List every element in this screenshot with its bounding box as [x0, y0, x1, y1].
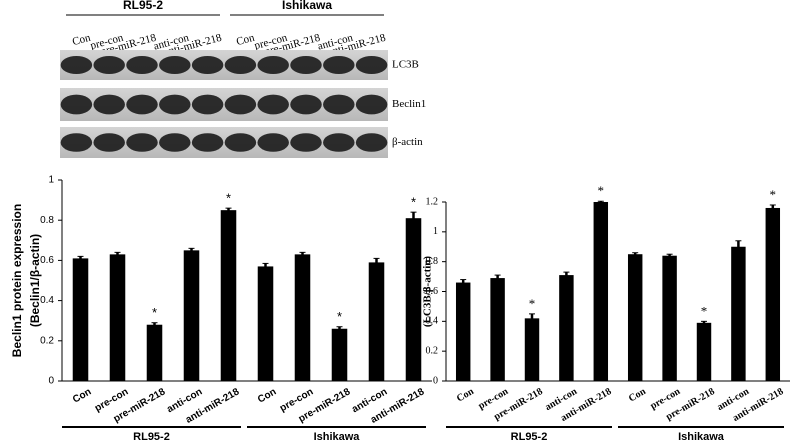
- y-axis-label: LC3B protein expression: [406, 233, 418, 350]
- y-tick-label: 0.2: [426, 345, 439, 356]
- y-tick-label: 0: [433, 375, 438, 386]
- significance-mark: *: [701, 303, 708, 318]
- lane-label: Con: [235, 32, 256, 48]
- blot-band: [257, 56, 289, 74]
- blot-band: [355, 94, 388, 115]
- blot-group-label: RL95-2: [123, 0, 163, 12]
- blot-band: [290, 56, 322, 74]
- bar: [257, 266, 274, 381]
- significance-mark: *: [226, 191, 231, 206]
- group-label: Ishikawa: [678, 431, 725, 443]
- significance-mark: *: [337, 309, 342, 324]
- bar: [662, 255, 677, 381]
- x-tick-label: Con: [455, 386, 476, 405]
- blot-band: [159, 56, 191, 74]
- x-tick-label: Con: [627, 386, 648, 405]
- bar: [109, 254, 126, 381]
- y-tick-label: 0.8: [426, 256, 439, 267]
- y-tick-label: 0.4: [40, 295, 54, 306]
- bar: [765, 207, 781, 381]
- blot-band: [290, 133, 322, 152]
- significance-mark: *: [529, 296, 536, 311]
- blot-row-label: Beclin1: [392, 98, 426, 110]
- blot-band: [126, 133, 158, 152]
- blot-band: [224, 56, 257, 74]
- blot-band: [159, 133, 191, 152]
- group-label: Ishikawa: [314, 431, 361, 443]
- lane-label: Con: [71, 32, 92, 48]
- significance-mark: *: [152, 305, 157, 320]
- blot-band: [126, 56, 158, 74]
- significance-mark: *: [770, 187, 777, 202]
- bar: [331, 328, 348, 381]
- x-tick-label: Con: [256, 386, 278, 405]
- bar: [627, 254, 643, 381]
- blot-band: [60, 56, 93, 74]
- y-tick-label: 0.6: [40, 255, 54, 266]
- blot-band: [257, 133, 289, 152]
- blot-band: [60, 133, 93, 152]
- blot-band: [60, 94, 93, 115]
- blot-band: [126, 94, 158, 115]
- blot-band: [93, 94, 125, 115]
- blot-band: [191, 94, 224, 115]
- blot-band: [323, 56, 355, 74]
- blot-band: [159, 94, 191, 115]
- bar: [490, 278, 505, 381]
- blot-band: [355, 56, 388, 74]
- blot-band: [290, 94, 322, 115]
- bar: [405, 218, 422, 381]
- y-tick-label: 0.6: [426, 286, 439, 297]
- blot-band: [355, 133, 388, 152]
- blot-band: [93, 133, 125, 152]
- bar: [731, 246, 746, 381]
- bar: [559, 275, 574, 381]
- blot-band: [191, 56, 224, 74]
- y-tick-label: 0.2: [40, 335, 54, 346]
- bar: [146, 324, 163, 381]
- blot-group-label: Ishikawa: [282, 0, 332, 12]
- blot-band: [257, 94, 289, 115]
- y-axis-label: (LC3B/β-actin): [422, 256, 434, 328]
- bar: [696, 322, 712, 381]
- significance-mark: *: [598, 183, 605, 198]
- bar: [294, 254, 311, 381]
- bar: [524, 318, 540, 381]
- blot-band: [323, 133, 355, 152]
- blot-band: [224, 94, 257, 115]
- y-tick-label: 0: [48, 376, 54, 387]
- y-tick-label: 1: [48, 175, 54, 186]
- bar: [368, 262, 385, 381]
- blot-band: [191, 133, 224, 152]
- y-tick-label: 1: [433, 226, 438, 237]
- y-axis-label: Beclin1 protein expression: [10, 204, 24, 357]
- y-tick-label: 1.2: [426, 196, 439, 207]
- significance-mark: *: [411, 195, 416, 210]
- bar: [220, 210, 237, 381]
- blot-row-label: β-actin: [392, 136, 423, 148]
- y-axis-label: (Beclin1/β-actin): [28, 234, 42, 327]
- y-tick-label: 0.4: [426, 316, 439, 327]
- blot-row-label: LC3B: [392, 59, 419, 71]
- group-label: RL95-2: [511, 431, 548, 443]
- bar: [593, 202, 609, 381]
- blot-band: [93, 56, 125, 74]
- blot-band: [323, 94, 355, 115]
- x-tick-label: Con: [71, 386, 93, 405]
- bar: [72, 258, 89, 381]
- bar: [455, 282, 471, 381]
- bar: [183, 250, 200, 381]
- y-tick-label: 0.8: [40, 215, 54, 226]
- group-label: RL95-2: [133, 431, 170, 443]
- blot-band: [224, 133, 257, 152]
